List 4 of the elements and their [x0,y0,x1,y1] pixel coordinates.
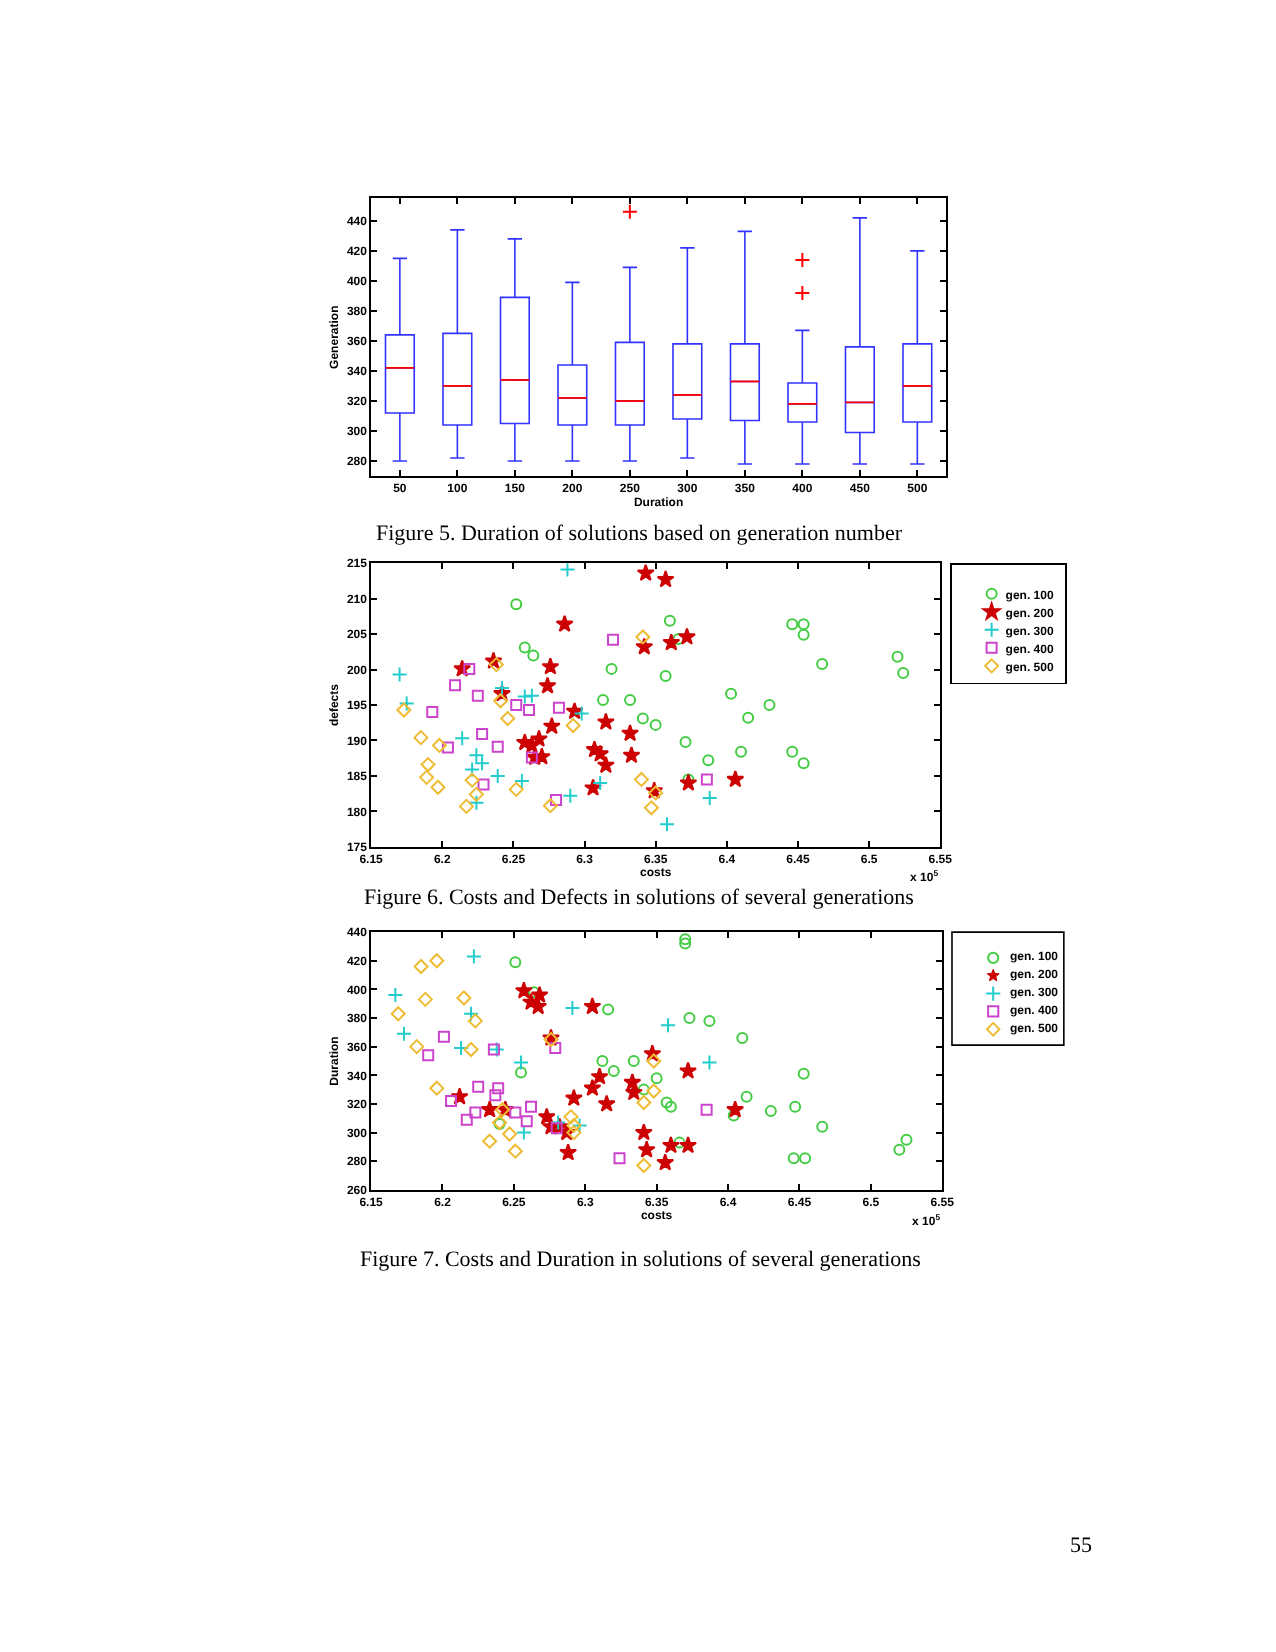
text: Figure 5. Duration of solutions based on generation number [376,522,903,546]
text: Figure 7. Costs and Duration in solutions of several generations [360,1248,921,1272]
text: Figure 6. Costs and Defects in solutions of several generations [364,886,914,910]
text: 55 [1070,1534,1093,1558]
